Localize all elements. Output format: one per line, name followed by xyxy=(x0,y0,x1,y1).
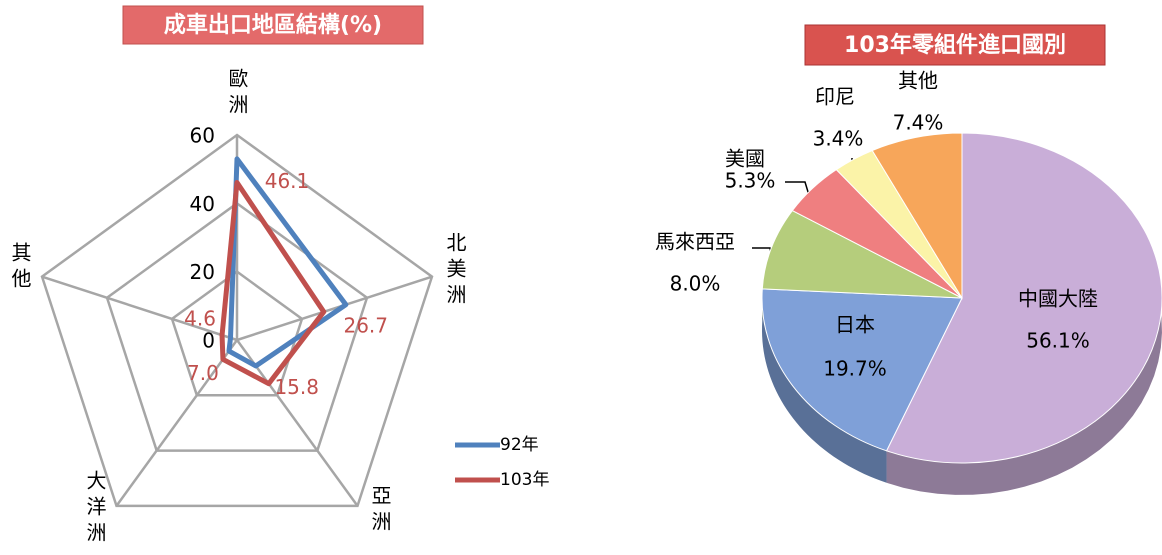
grid-line xyxy=(40,133,434,508)
data-label: 7.0 xyxy=(187,361,219,385)
axis-label: 亞洲 xyxy=(368,485,392,537)
category-label: 美國 xyxy=(725,147,765,171)
category-label: 馬來西亞 xyxy=(655,230,735,254)
axis-line xyxy=(41,275,238,342)
category-label: 日本 xyxy=(835,313,875,337)
data-label: 3.4% xyxy=(813,127,864,151)
data-label: 5.3% xyxy=(725,169,776,193)
y-tick-label: 0 xyxy=(202,329,215,353)
slice-side xyxy=(762,288,887,483)
axis-label: 其他 xyxy=(8,242,32,294)
slice xyxy=(761,209,963,299)
category-label: 印尼 xyxy=(815,85,855,109)
chart-title: 成車出口地區結構(%) xyxy=(164,12,382,38)
data-label: 15.8 xyxy=(274,375,319,399)
axis-label: 北美洲 xyxy=(443,232,467,310)
data-label: 56.1% xyxy=(1026,329,1090,353)
axis-line xyxy=(115,339,239,507)
data-label: 46.1 xyxy=(265,169,310,193)
category-label: 中國大陸 xyxy=(1018,287,1098,311)
axis-label: 大洋洲 xyxy=(83,470,107,548)
y-tick-label: 20 xyxy=(190,260,215,284)
y-tick-label: 60 xyxy=(190,124,215,148)
axis-label: 歐洲 xyxy=(225,68,249,120)
title-box xyxy=(122,5,424,45)
series-line xyxy=(219,179,327,387)
slice xyxy=(885,132,1162,464)
category-label: 其他 xyxy=(898,69,938,93)
axis-line xyxy=(236,275,433,342)
grid-line xyxy=(170,270,304,397)
series-line xyxy=(226,156,349,369)
data-label: 8.0% xyxy=(670,272,721,296)
y-tick-label: 40 xyxy=(190,192,215,216)
slice xyxy=(871,132,963,300)
slice xyxy=(761,288,963,452)
title-box xyxy=(804,24,1106,66)
data-label: 19.7% xyxy=(823,357,887,381)
legend-label: 92年 xyxy=(500,435,539,455)
chart-title: 103年零組件進口國別 xyxy=(844,32,1066,58)
legend-label: 103年 xyxy=(500,470,549,490)
data-label: 26.7 xyxy=(343,313,388,337)
grid-line xyxy=(105,201,369,452)
data-label: 7.4% xyxy=(893,111,944,135)
data-label: 4.6 xyxy=(184,307,216,331)
